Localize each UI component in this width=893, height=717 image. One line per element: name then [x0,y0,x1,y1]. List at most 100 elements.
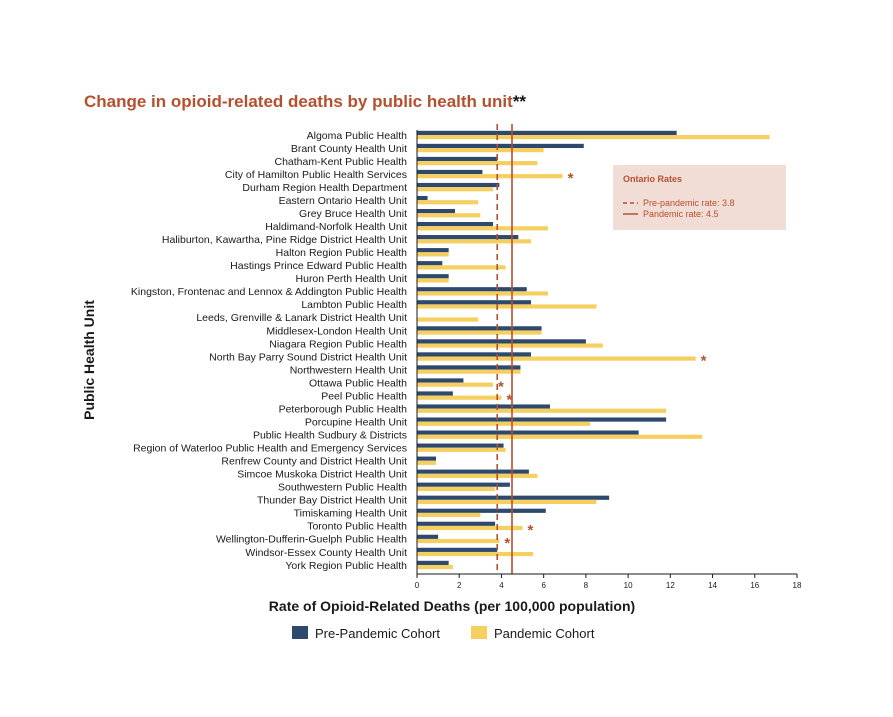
x-tick-label: 14 [708,581,717,590]
bar-pandemic [417,434,702,439]
significance-marker: * [568,170,574,187]
category-label: City of Hamilton Public Health Services [225,169,407,181]
y-axis-title: Public Health Unit [81,300,97,420]
bar-pre-pandemic [417,482,510,487]
inset-title: Ontario Rates [623,174,682,184]
category-label: Peel Public Health [321,390,407,402]
bar-pandemic [417,343,603,348]
legend-swatch-pre [292,626,308,639]
bar-pandemic [417,213,481,218]
bar-pre-pandemic [417,430,639,435]
bar-pandemic [417,226,548,231]
chart-title-text: Change in opioid-related deaths by publi… [84,92,513,111]
bar-pandemic [417,525,523,531]
category-label: Haldimand-Norfolk Health Unit [265,221,407,233]
bar-pre-pandemic [417,469,529,474]
bar-pre-pandemic [417,182,500,188]
significance-markers: ****** [498,170,707,552]
bars-group [417,130,770,570]
category-label: Toronto Public Health [307,521,407,533]
bar-pandemic [417,161,538,166]
category-label: Thunder Bay District Health Unit [257,495,407,507]
bar-pre-pandemic [417,287,527,292]
bar-pre-pandemic [417,274,449,279]
bar-pre-pandemic [417,547,498,552]
bar-pre-pandemic [417,456,436,461]
significance-marker: * [701,353,707,370]
bar-pre-pandemic [417,534,439,539]
bar-pandemic [417,408,667,413]
bar-pre-pandemic [417,300,531,305]
bar-pandemic [417,369,521,374]
category-label: Windsor-Essex County Health Unit [245,547,407,559]
bar-pre-pandemic [417,495,610,500]
bar-pandemic [417,486,496,492]
bar-pre-pandemic [417,156,498,162]
bar-pandemic [417,330,542,335]
bar-pandemic [417,421,591,426]
inset-background [613,165,786,230]
category-label: Leeds, Grenville & Lanark District Healt… [196,312,407,324]
category-label: Haliburton, Kawartha, Pine Ridge Distric… [162,234,407,246]
x-ticks: 0 2 4 6 8 10 12 14 16 18 [415,574,802,590]
significance-marker: * [528,522,534,539]
bar-pre-pandemic [417,261,443,266]
bar-pandemic [417,473,538,478]
bar-pandemic [417,382,493,387]
bar-pre-pandemic [417,443,504,448]
bar-pandemic [417,304,597,309]
bar-pandemic [417,252,449,257]
category-label: Middlesex-London Health Unit [266,325,407,337]
bar-pre-pandemic [417,508,546,513]
category-label: Ottawa Public Health [309,377,407,389]
category-label: Huron Perth Health Unit [296,273,408,285]
x-tick-label: 16 [750,581,759,590]
category-label: Algoma Public Health [307,130,408,142]
significance-marker: * [504,535,510,552]
chart-title: Change in opioid-related deaths by publi… [84,92,526,111]
x-tick-label: 8 [584,581,589,590]
bar-pre-pandemic [417,169,483,175]
bar-pre-pandemic [417,339,586,344]
bar-pandemic [417,187,493,192]
bar-pandemic [417,278,449,283]
bar-pandemic [417,395,502,400]
bar-pre-pandemic [417,352,531,357]
significance-marker: * [506,392,512,409]
bar-pre-pandemic [417,391,453,396]
category-label: Chatham-Kent Public Health [275,156,408,168]
x-tick-label: 2 [457,581,462,590]
x-axis-title: Rate of Opioid-Related Deaths (per 100,0… [269,598,635,614]
bar-pre-pandemic [417,521,496,526]
category-label: Wellington-Dufferin-Guelph Public Health [216,534,407,546]
bar-pre-pandemic [417,130,677,135]
category-label: Lambton Public Health [301,299,407,311]
inset-pandemic-rate: Pandemic rate: 4.5 [643,209,719,219]
legend-label-pandemic: Pandemic Cohort [494,626,595,641]
legend-label-pre: Pre-Pandemic Cohort [315,626,440,641]
bar-pre-pandemic [417,195,428,201]
category-label: Region of Waterloo Public Health and Eme… [133,443,407,455]
category-label: York Region Public Health [285,560,407,572]
bar-pandemic [417,499,597,505]
bar-pre-pandemic [417,208,455,214]
category-label: Hastings Prince Edward Public Health [230,260,407,272]
reference-lines [496,124,513,574]
bar-pre-pandemic [417,326,542,331]
bar-pandemic [417,512,481,518]
category-label: Northwestern Health Unit [290,364,407,376]
category-label: Public Health Sudbury & Districts [253,429,407,441]
x-tick-label: 12 [666,581,675,590]
category-label: Durham Region Health Department [242,182,407,194]
category-label: Grey Bruce Health Unit [299,208,407,220]
category-label: Renfrew County and District Health Unit [221,456,407,468]
bar-pre-pandemic [417,143,584,149]
bar-pandemic [417,447,506,452]
bar-pandemic [417,460,436,465]
category-label: Eastern Ontario Health Unit [279,195,407,207]
legend-swatch-pandemic [471,626,487,639]
category-label: Kingston, Frontenac and Lennox & Addingt… [131,286,407,298]
bar-pre-pandemic [417,417,667,422]
bar-pre-pandemic [417,404,550,409]
